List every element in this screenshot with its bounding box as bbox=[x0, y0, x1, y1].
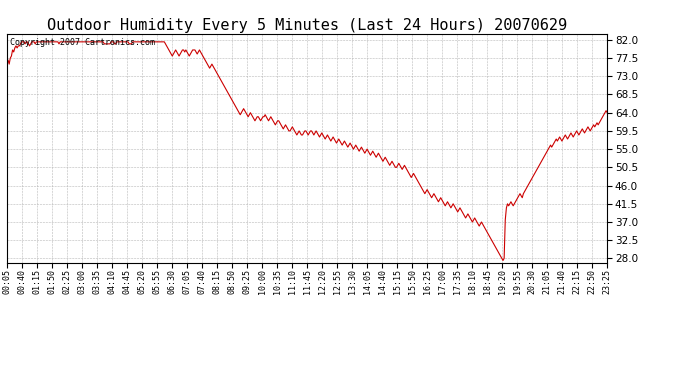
Title: Outdoor Humidity Every 5 Minutes (Last 24 Hours) 20070629: Outdoor Humidity Every 5 Minutes (Last 2… bbox=[47, 18, 567, 33]
Text: Copyright 2007 Cartronics.com: Copyright 2007 Cartronics.com bbox=[10, 38, 155, 47]
